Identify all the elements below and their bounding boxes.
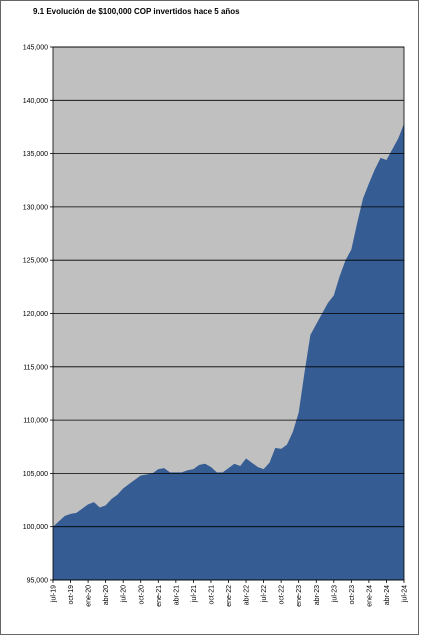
x-tick-label: abr-21 bbox=[173, 585, 180, 605]
x-tick-label: ene-24 bbox=[366, 585, 373, 607]
y-tick-label: 130,000 bbox=[23, 204, 48, 211]
x-tick-label: jul-19 bbox=[51, 585, 58, 603]
x-tick-label: abr-24 bbox=[384, 585, 391, 605]
y-tick-label: 120,000 bbox=[23, 311, 48, 318]
y-tick-label: 125,000 bbox=[23, 258, 48, 265]
x-tick-label: oct-20 bbox=[138, 585, 145, 605]
x-tick-label: ene-23 bbox=[296, 585, 303, 607]
x-tick-label: jul-21 bbox=[191, 585, 198, 603]
chart-title: 9.1 Evolución de $100,000 COP invertidos… bbox=[33, 7, 240, 16]
x-tick-label: abr-20 bbox=[103, 585, 110, 605]
x-tick-label: ene-21 bbox=[156, 585, 163, 607]
y-tick-label: 140,000 bbox=[23, 98, 48, 105]
area bbox=[53, 123, 404, 580]
y-tick-label: 145,000 bbox=[23, 45, 48, 52]
x-tick-label: oct-19 bbox=[68, 585, 75, 605]
x-tick-label: oct-23 bbox=[349, 585, 356, 605]
y-tick-label: 105,000 bbox=[23, 471, 48, 478]
x-tick-label: ene-20 bbox=[86, 585, 93, 607]
y-tick-label: 115,000 bbox=[23, 364, 48, 371]
x-tick-label: abr-22 bbox=[244, 585, 251, 605]
y-tick-label: 135,000 bbox=[23, 151, 48, 158]
y-tick-label: 95,000 bbox=[27, 578, 49, 585]
x-tick-label: oct-21 bbox=[208, 585, 215, 605]
x-tick-label: abr-23 bbox=[314, 585, 321, 605]
y-tick-label: 110,000 bbox=[23, 418, 48, 425]
y-tick-label: 100,000 bbox=[23, 524, 48, 531]
x-tick-label: oct-22 bbox=[279, 585, 286, 605]
x-tick-label: jul-23 bbox=[331, 585, 338, 603]
x-tick-label: jul-22 bbox=[261, 585, 268, 603]
x-tick-label: ene-22 bbox=[226, 585, 233, 607]
x-tick-label: jul-20 bbox=[121, 585, 128, 603]
x-tick-label: jul-24 bbox=[402, 585, 409, 603]
